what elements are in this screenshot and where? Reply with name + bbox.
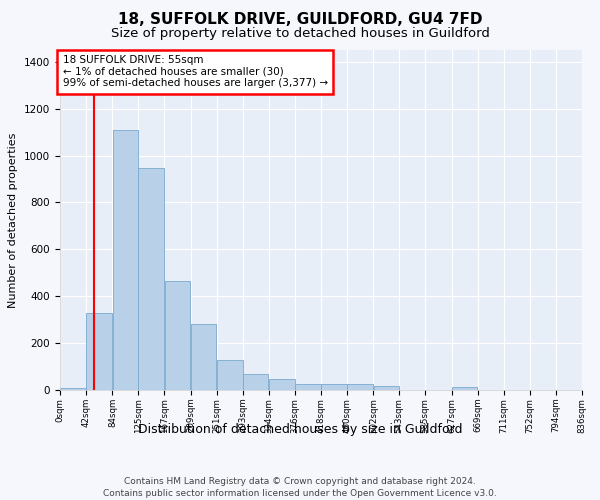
Y-axis label: Number of detached properties: Number of detached properties: [8, 132, 19, 308]
Text: 18 SUFFOLK DRIVE: 55sqm
← 1% of detached houses are smaller (30)
99% of semi-det: 18 SUFFOLK DRIVE: 55sqm ← 1% of detached…: [62, 55, 328, 88]
Text: Contains public sector information licensed under the Open Government Licence v3: Contains public sector information licen…: [103, 489, 497, 498]
Bar: [321, 384, 347, 390]
Bar: [139, 168, 164, 390]
Text: Contains HM Land Registry data © Crown copyright and database right 2024.: Contains HM Land Registry data © Crown c…: [124, 478, 476, 486]
Bar: [191, 324, 217, 390]
Bar: [295, 384, 321, 390]
Bar: [269, 380, 295, 390]
Bar: [452, 387, 478, 390]
Text: Distribution of detached houses by size in Guildford: Distribution of detached houses by size …: [138, 422, 462, 436]
Text: 18, SUFFOLK DRIVE, GUILDFORD, GU4 7FD: 18, SUFFOLK DRIVE, GUILDFORD, GU4 7FD: [118, 12, 482, 28]
Bar: [243, 374, 268, 390]
Bar: [164, 281, 190, 390]
Bar: [113, 130, 138, 390]
Bar: [217, 360, 243, 390]
Text: Size of property relative to detached houses in Guildford: Size of property relative to detached ho…: [110, 28, 490, 40]
Bar: [60, 388, 86, 390]
Bar: [86, 312, 112, 390]
Bar: [347, 384, 373, 390]
Bar: [374, 386, 399, 390]
